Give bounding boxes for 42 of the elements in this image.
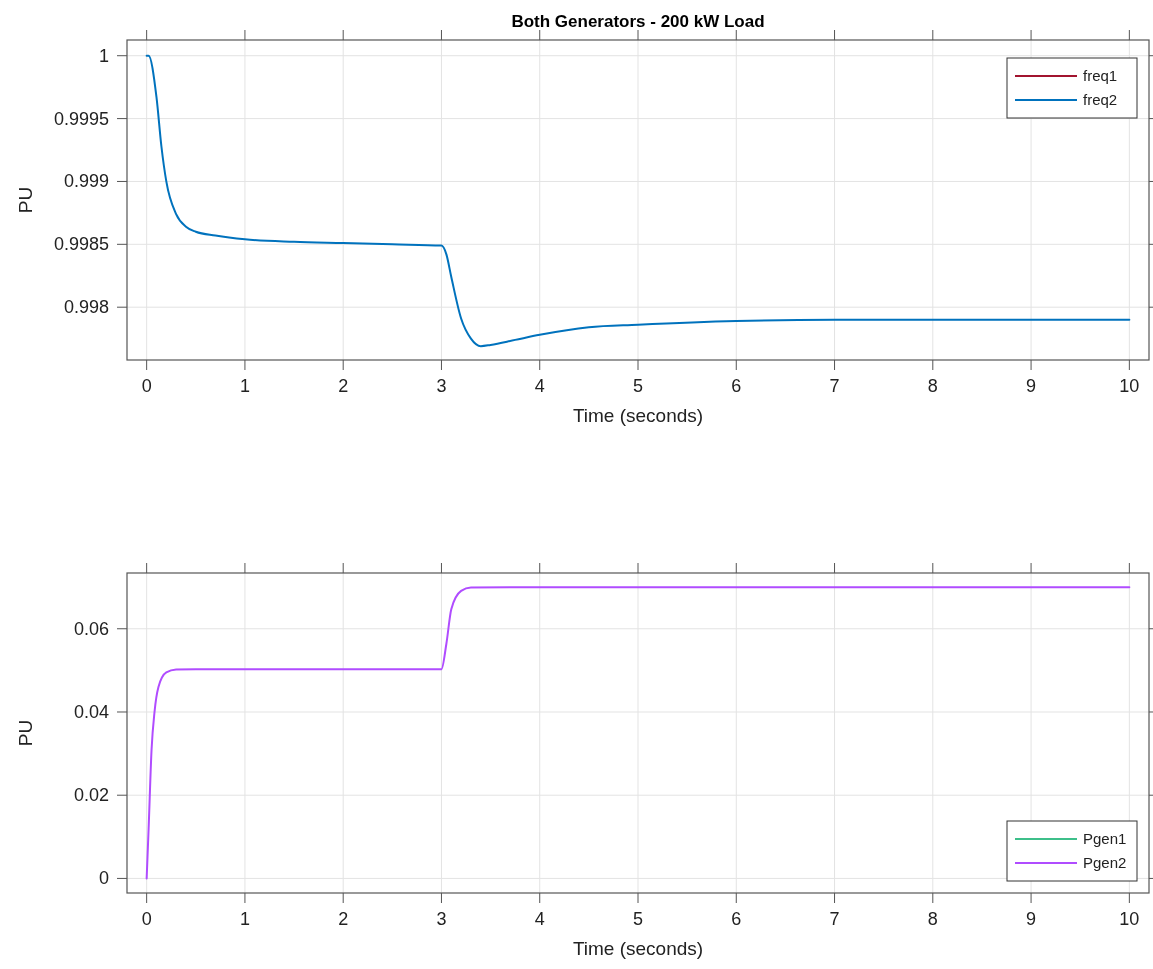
y-tick-label: 0.998: [63, 297, 109, 318]
x-tick-label: 7: [829, 909, 840, 929]
x-tick-label: 4: [534, 376, 545, 396]
x-tick-label: 0: [141, 376, 152, 396]
x-tick-label: 4: [534, 909, 545, 929]
y-tick-label: 0.06: [73, 618, 109, 639]
x-tick-label: 6: [731, 376, 742, 396]
x-tick-label: 7: [829, 376, 840, 396]
legend-label: Pgen1: [1083, 830, 1127, 847]
legend-label: freq2: [1083, 91, 1118, 108]
x-tick-label: 9: [1026, 909, 1037, 929]
y-tick-label: 0: [98, 868, 109, 889]
line-series: [145, 54, 1131, 348]
x-tick-label: 0: [141, 909, 152, 929]
x-tick-label: 5: [632, 909, 644, 929]
legend-label: freq1: [1083, 67, 1118, 84]
y-tick-label: 0.9995: [53, 108, 109, 129]
x-tick-label: 3: [436, 376, 447, 396]
chart-title: Both Generators - 200 kW Load: [511, 12, 765, 31]
x-tick-label: 9: [1026, 376, 1037, 396]
x-tick-label: 1: [239, 909, 250, 929]
x-tick-label: 3: [436, 909, 447, 929]
y-tick-label: 0.04: [73, 701, 109, 722]
line-series: [145, 586, 1131, 880]
x-tick-label: 2: [338, 376, 349, 396]
y-tick-label: 1: [98, 45, 109, 66]
x-tick-label: 1: [239, 376, 250, 396]
y-tick-label: 0.999: [63, 171, 109, 192]
x-tick-label: 8: [927, 376, 938, 396]
x-tick-label: 2: [338, 909, 349, 929]
x-tick-label: 10: [1119, 376, 1140, 396]
x-tick-label: 8: [927, 909, 938, 929]
y-axis-title: PU: [15, 719, 36, 747]
x-tick-label: 5: [632, 376, 644, 396]
y-tick-label: 0.02: [73, 785, 109, 806]
x-tick-label: 6: [731, 909, 742, 929]
x-axis-title: Time (seconds): [572, 938, 704, 959]
x-tick-label: 10: [1119, 909, 1140, 929]
y-tick-label: 0.9985: [53, 234, 109, 255]
x-axis-title: Time (seconds): [572, 405, 704, 426]
y-axis-title: PU: [15, 186, 36, 214]
legend-label: Pgen2: [1083, 854, 1127, 871]
